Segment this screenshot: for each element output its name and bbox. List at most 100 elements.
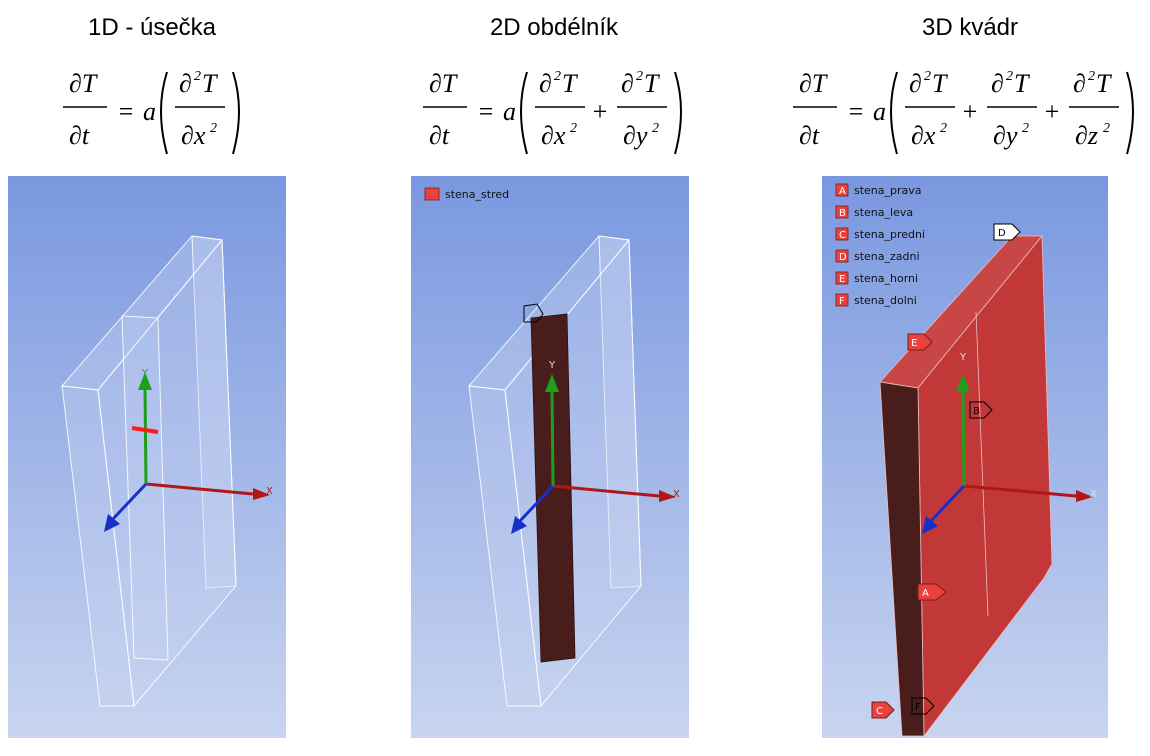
axis-triad: X Y: [511, 360, 680, 534]
svg-text:a: a: [503, 97, 516, 126]
svg-text:∂: ∂: [179, 69, 192, 98]
svg-text:∂: ∂: [991, 69, 1004, 98]
svg-text:F: F: [915, 702, 921, 713]
legend-letter: E: [839, 274, 845, 285]
svg-text:∂t: ∂t: [69, 121, 90, 150]
legend-swatch: [424, 187, 440, 201]
legend-label: stena_zadni: [854, 250, 920, 263]
svg-text:+: +: [591, 97, 609, 126]
x-axis-label: X: [266, 486, 273, 497]
z-axis-arrowhead: [104, 514, 120, 532]
x-axis-arrowhead: [659, 490, 676, 502]
y-axis-arrowhead: [545, 374, 559, 392]
svg-text:+: +: [1043, 97, 1061, 126]
svg-text:2: 2: [1088, 69, 1095, 84]
legend-item-c: C stena_predni: [835, 227, 925, 241]
svg-text:B: B: [973, 406, 980, 417]
legend-label: stena_horni: [854, 272, 918, 285]
viewport-1d[interactable]: X Y: [8, 176, 286, 738]
svg-text:∂T: ∂T: [799, 69, 828, 98]
svg-text:A: A: [922, 588, 929, 599]
svg-text:2: 2: [194, 69, 201, 84]
z-axis-line: [517, 484, 555, 524]
y-axis-arrowhead: [956, 374, 970, 392]
svg-text:∂: ∂: [1073, 69, 1086, 98]
legend-item-e: E stena_horni: [835, 271, 918, 285]
svg-text:2: 2: [924, 69, 931, 84]
svg-text:2: 2: [652, 121, 659, 136]
y-axis-label: Y: [959, 352, 967, 363]
y-axis-label: Y: [548, 360, 556, 371]
svg-text:∂x: ∂x: [911, 121, 936, 150]
legend-label: stena_stred: [445, 188, 509, 201]
svg-text:∂y: ∂y: [623, 121, 648, 150]
svg-text:2: 2: [1022, 121, 1029, 136]
viewport-3d[interactable]: A stena_prava B stena_leva C stena_predn…: [822, 176, 1108, 738]
svg-text:∂T: ∂T: [429, 69, 458, 98]
svg-text:∂: ∂: [909, 69, 922, 98]
x-axis-line: [552, 484, 660, 498]
svg-text:∂y: ∂y: [993, 121, 1018, 150]
svg-text:∂t: ∂t: [429, 121, 450, 150]
legend-letter: B: [839, 208, 846, 219]
svg-text:a: a: [143, 97, 156, 126]
z-axis-line: [928, 484, 966, 524]
x-axis-line: [963, 484, 1077, 498]
z-axis-line: [110, 482, 148, 522]
svg-text:T: T: [1014, 69, 1030, 98]
svg-text:T: T: [1096, 69, 1112, 98]
legend-letter: F: [839, 296, 845, 307]
svg-text:2: 2: [940, 121, 947, 136]
translucent-slab: [60, 235, 237, 708]
y-axis-arrowhead: [138, 372, 152, 390]
svg-text:C: C: [876, 706, 883, 717]
tag-e: E: [907, 333, 933, 351]
x-axis-arrowhead: [1076, 490, 1093, 502]
legend-letter: D: [839, 252, 847, 263]
svg-text:∂x: ∂x: [541, 121, 566, 150]
z-axis-arrowhead: [922, 516, 938, 534]
y-axis-line: [961, 389, 966, 487]
x-axis-line: [145, 482, 254, 496]
svg-text:∂: ∂: [621, 69, 634, 98]
tag-c: C: [871, 701, 895, 719]
legend-item-b: B stena_leva: [835, 205, 913, 219]
y-axis-line: [143, 387, 148, 485]
axis-triad: X Y: [922, 352, 1097, 534]
svg-text:T: T: [562, 69, 578, 98]
legend-label: stena_predni: [854, 228, 925, 241]
legend-item-a: A stena_prava: [835, 183, 922, 197]
legend-letter: C: [839, 230, 846, 241]
x-axis-arrowhead: [253, 488, 270, 500]
svg-text:2: 2: [636, 69, 643, 84]
axis-triad: X Y: [104, 368, 273, 532]
legend-3d: A stena_prava B stena_leva C stena_predn…: [835, 183, 925, 307]
svg-text:T: T: [202, 69, 218, 98]
y-axis-label: Y: [141, 368, 149, 379]
legend-label: stena_leva: [854, 206, 913, 219]
tag-d: D: [993, 223, 1021, 241]
title-2d: 2D obdélník: [489, 14, 619, 41]
x-axis-label: X: [673, 489, 680, 500]
title-1d: 1D - úsečka: [87, 14, 217, 41]
svg-text:∂x: ∂x: [181, 121, 206, 150]
svg-text:∂t: ∂t: [799, 121, 820, 150]
svg-text:∂: ∂: [539, 69, 552, 98]
y-axis-line: [550, 389, 555, 487]
legend-label: stena_dolni: [854, 294, 917, 307]
tag-f: F: [911, 697, 935, 715]
title-3d: 3D kvádr: [921, 14, 1019, 41]
svg-text:+: +: [961, 97, 979, 126]
equation-3d: ∂T ∂t = a ∂ 2 T ∂x 2 + ∂ 2 T ∂y 2 + ∂ 2 T ∂z 2: [785, 62, 1150, 167]
svg-text:D: D: [998, 228, 1006, 239]
svg-text:2: 2: [210, 121, 217, 136]
legend-letter: A: [839, 186, 846, 197]
svg-text:2: 2: [1103, 121, 1110, 136]
svg-text:=: =: [477, 97, 495, 126]
front-face: [879, 381, 925, 737]
tag-a: A: [917, 583, 947, 601]
svg-text:a: a: [873, 97, 886, 126]
equation-1d: ∂T ∂t = a ∂ 2 T ∂x 2: [55, 62, 255, 167]
viewport-2d[interactable]: stena_stred X Y: [411, 176, 689, 738]
equation-2d: ∂T ∂t = a ∂ 2 T ∂x 2 + ∂ 2 T ∂y 2: [415, 62, 705, 167]
